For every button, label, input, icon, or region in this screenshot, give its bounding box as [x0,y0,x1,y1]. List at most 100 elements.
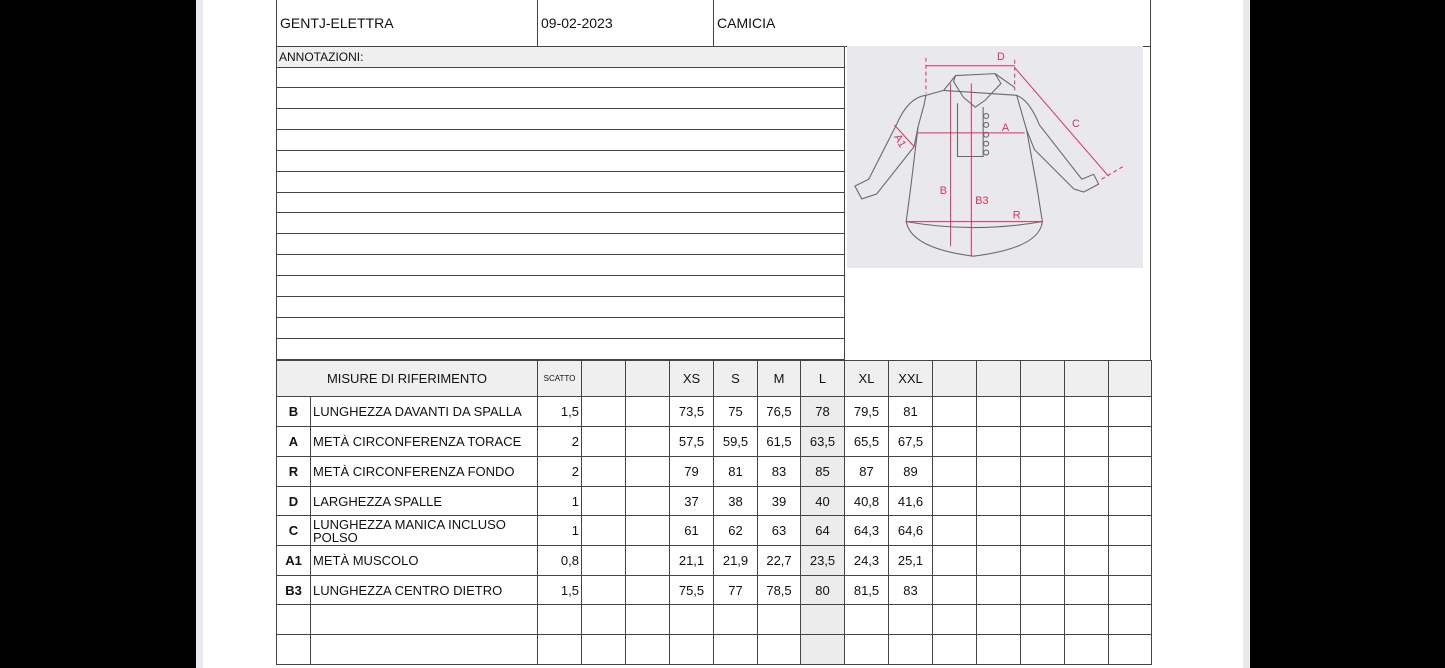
svg-text:A1: A1 [891,132,908,149]
scatto-value: 0,8 [537,545,582,576]
measure-description: METÀ CIRCONFERENZA FONDO [310,456,538,487]
size-value: 77 [713,575,758,605]
size-value [581,426,626,457]
size-header [581,360,626,397]
measure-description: LUNGHEZZA CENTRO DIETRO [310,575,538,605]
annotation-line [276,87,845,109]
size-value [800,634,845,665]
measure-code [276,634,311,665]
measure-description [310,634,538,665]
size-value [581,545,626,576]
size-value [976,486,1021,516]
size-value [581,575,626,605]
annotation-line [276,317,845,339]
size-value [844,604,889,635]
size-value [669,634,714,665]
date: 09-02-2023 [537,0,714,47]
size-header: M [757,360,801,397]
size-value [1020,486,1065,516]
svg-text:A: A [1002,122,1010,134]
size-value: 65,5 [844,426,889,457]
size-value [1020,604,1065,635]
annotation-line [276,296,845,318]
scatto-value: 2 [537,426,582,457]
annotation-line [276,234,845,256]
size-value: 38 [713,486,758,516]
size-value: 40 [800,486,845,516]
size-value [625,515,670,546]
size-header: XXL [888,360,933,397]
size-value: 73,5 [669,396,714,427]
scatto-value: 1 [537,486,582,516]
size-value: 81,5 [844,575,889,605]
scatto-value: 1,5 [537,396,582,427]
size-header: S [713,360,758,397]
size-value [1020,545,1065,576]
annotation-line [276,338,845,360]
size-value: 21,9 [713,545,758,576]
size-value [932,634,977,665]
measure-code: D [276,486,311,516]
svg-text:B3: B3 [975,195,988,207]
size-header [1020,360,1065,397]
size-value [669,604,714,635]
size-value: 64,6 [888,515,933,546]
size-value [625,456,670,487]
size-value [932,456,977,487]
size-value: 39 [757,486,801,516]
size-value: 22,7 [757,545,801,576]
size-value: 75,5 [669,575,714,605]
size-value [1020,396,1065,427]
size-value: 62 [713,515,758,546]
size-value [1108,634,1152,665]
size-value [976,515,1021,546]
size-value [976,426,1021,457]
size-value [625,634,670,665]
size-value [625,575,670,605]
size-value: 61,5 [757,426,801,457]
size-value [800,604,845,635]
size-value [1108,486,1152,516]
svg-text:R: R [1013,210,1021,222]
size-value: 83 [888,575,933,605]
annotation-line [276,150,845,172]
size-header [1108,360,1152,397]
size-value: 41,6 [888,486,933,516]
size-value [1064,575,1109,605]
annotation-line [276,192,845,214]
size-value [1064,456,1109,487]
size-value: 64 [800,515,845,546]
measure-code: C [276,515,311,546]
size-value [932,545,977,576]
annotation-line [276,67,845,88]
scatto-value [537,604,582,635]
size-value [1108,426,1152,457]
model-name: GENTJ-ELETTRA [276,0,538,47]
measure-code: R [276,456,311,487]
size-value [1064,634,1109,665]
size-value: 79 [669,456,714,487]
size-header [976,360,1021,397]
measure-code [276,604,311,635]
size-value: 76,5 [757,396,801,427]
size-value [1020,456,1065,487]
size-value [1064,545,1109,576]
size-value [713,604,758,635]
size-value [713,634,758,665]
size-value [888,604,933,635]
size-value: 78 [800,396,845,427]
garment-type: CAMICIA [713,0,1151,47]
size-value: 85 [800,456,845,487]
measure-code: B [276,396,311,427]
size-value [1020,426,1065,457]
size-value [625,604,670,635]
size-value: 59,5 [713,426,758,457]
size-value: 67,5 [888,426,933,457]
measure-description: LARGHEZZA SPALLE [310,486,538,516]
scatto-value: 2 [537,456,582,487]
annotations-label: ANNOTAZIONI: [276,46,845,68]
size-header: XL [844,360,889,397]
size-value: 64,3 [844,515,889,546]
size-value [581,515,626,546]
table-title: MISURE DI RIFERIMENTO [276,360,538,397]
